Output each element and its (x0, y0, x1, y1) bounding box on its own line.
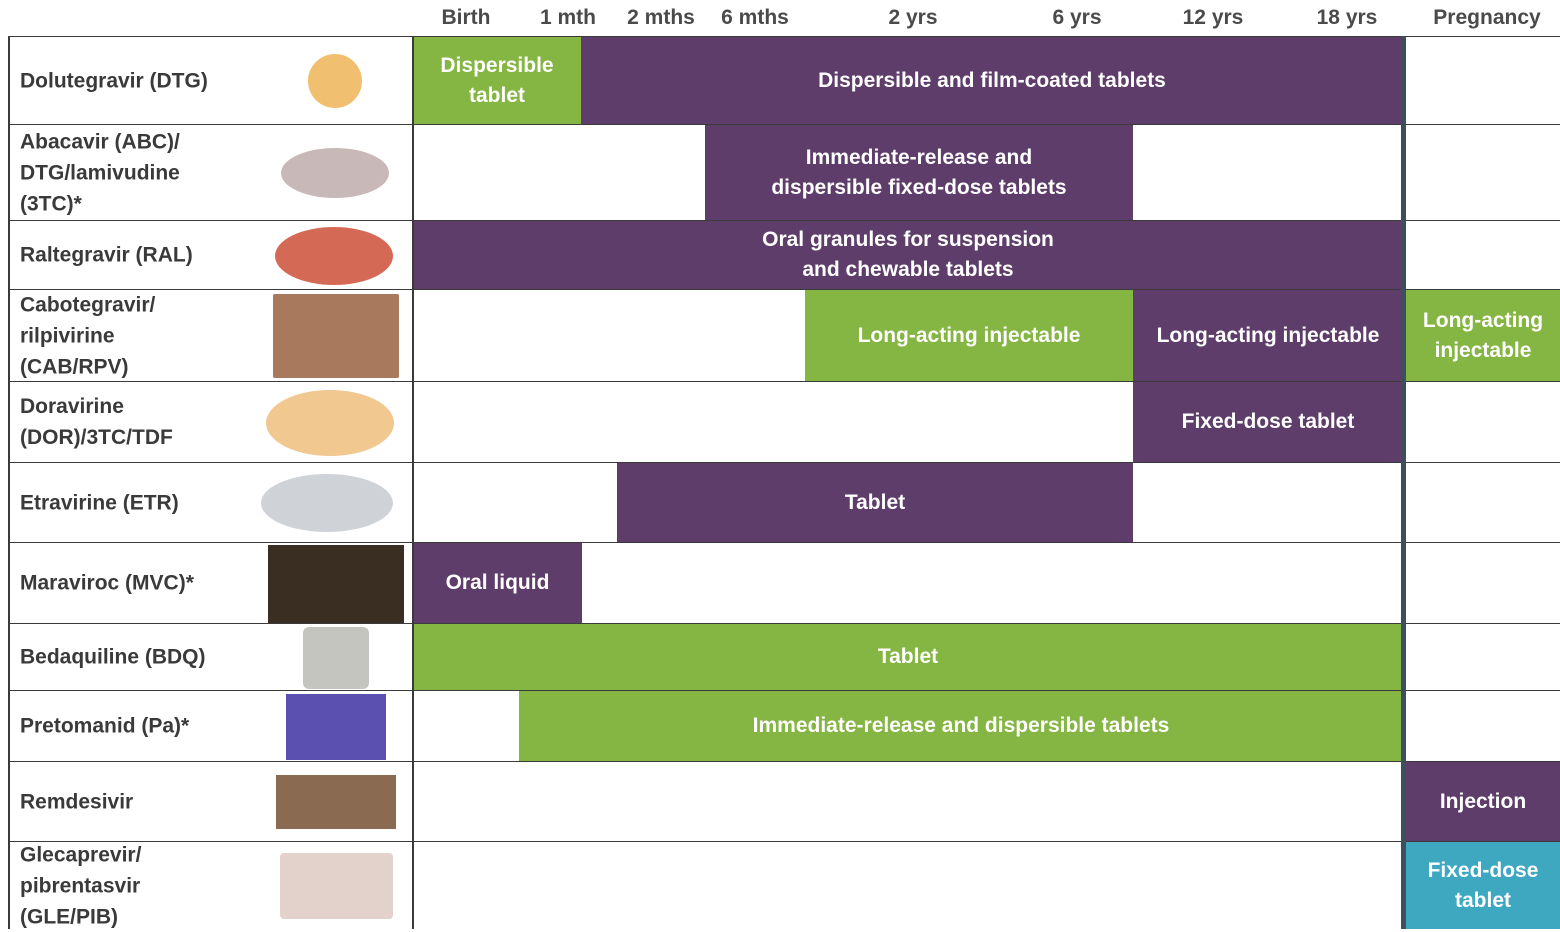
drug-name: Dolutegravir (DTG) (20, 69, 208, 92)
formulation-bar: Immediate-release and dispersible tablet… (519, 691, 1403, 761)
formulation-bar: Oral liquid (413, 543, 582, 623)
table-row: Raltegravir (RAL) Oral granules for suspe… (8, 220, 1560, 289)
drug-image (273, 294, 399, 378)
column-header: 12 yrs (1182, 6, 1244, 29)
column-header: 2 mths (627, 6, 695, 29)
pregnancy-divider (1401, 36, 1406, 929)
table-row: Glecaprevir/ pibrentasvir (GLE/PIB) Fixed… (8, 841, 1560, 929)
column-header: 1 mth (539, 6, 597, 29)
column-header: 6 yrs (1052, 6, 1102, 29)
formulation-bar: Fixed-dose tablet (1406, 842, 1560, 929)
drug-image (286, 693, 386, 760)
drug-image (308, 54, 362, 108)
formulation-bar: Dispersible tablet (413, 37, 581, 124)
drug-name: Bedaquiline (BDQ) (20, 645, 206, 669)
column-header: Birth (441, 6, 491, 29)
left-border (8, 36, 10, 929)
column-header: Pregnancy (1433, 6, 1541, 29)
drug-image (268, 544, 404, 623)
drug-image (275, 226, 393, 285)
table-row: Doravirine (DOR)/3TC/TDF Fixed-dose table… (8, 381, 1560, 462)
drug-name: Maraviroc (MVC)* (20, 571, 194, 595)
table-row: Maraviroc (MVC)* Oral liquid (8, 542, 1560, 623)
drug-image (303, 626, 369, 689)
drug-name: Cabotegravir/ rilpivirine (CAB/RPV) (20, 293, 156, 378)
drug-name: Pretomanid (Pa)* (20, 714, 190, 738)
formulation-bar: Immediate-release and dispersible fixed-… (705, 125, 1133, 220)
formulation-bar: Long-acting injectable (1133, 290, 1403, 381)
column-header: 18 yrs (1316, 6, 1378, 29)
table-row: Bedaquiline (BDQ) Tablet (8, 623, 1560, 690)
drug-name: Etravirine (ETR) (20, 491, 179, 514)
drug-image (261, 474, 393, 532)
drug-image (266, 389, 394, 456)
drug-image (281, 148, 389, 198)
formulation-bar: Injection (1406, 762, 1560, 841)
column-header: 6 mths (721, 6, 789, 29)
table-row: Dolutegravir (DTG) Dispersible tablet Disp… (8, 36, 1560, 124)
formulation-bar: Long-acting injectable (1406, 290, 1560, 381)
formulation-bar: Long-acting injectable (805, 290, 1133, 381)
table-row: Remdesivir Injection (8, 761, 1560, 841)
column-header: 2 yrs (888, 6, 938, 29)
drug-name: Remdesivir (20, 790, 134, 813)
drug-name: Doravirine (DOR)/3TC/TDF (20, 395, 173, 449)
table-row: Abacavir (ABC)/ DTG/lamivudine (3TC)* Imm… (8, 124, 1560, 220)
table-row: Pretomanid (Pa)* Immediate-release and di… (8, 690, 1560, 761)
drug-name: Glecaprevir/ pibrentasvir (GLE/PIB) (20, 843, 142, 928)
divider (412, 36, 414, 929)
drug-name: Abacavir (ABC)/ DTG/lamivudine (3TC)* (20, 130, 180, 215)
formulation-bar: Tablet (617, 463, 1133, 542)
formulation-bar: Dispersible and film-coated tablets (581, 37, 1403, 124)
formulation-bar: Tablet (413, 624, 1403, 690)
drug-name: Raltegravir (RAL) (20, 243, 193, 267)
formulation-bar: Oral granules for suspension and chewabl… (413, 221, 1403, 289)
drug-image (276, 775, 396, 829)
formulation-bar: Fixed-dose tablet (1133, 382, 1403, 462)
table-row: Cabotegravir/ rilpivirine (CAB/RPV) Long-… (8, 289, 1560, 381)
drug-image (280, 853, 393, 919)
table-row: Etravirine (ETR) Tablet (8, 462, 1560, 542)
